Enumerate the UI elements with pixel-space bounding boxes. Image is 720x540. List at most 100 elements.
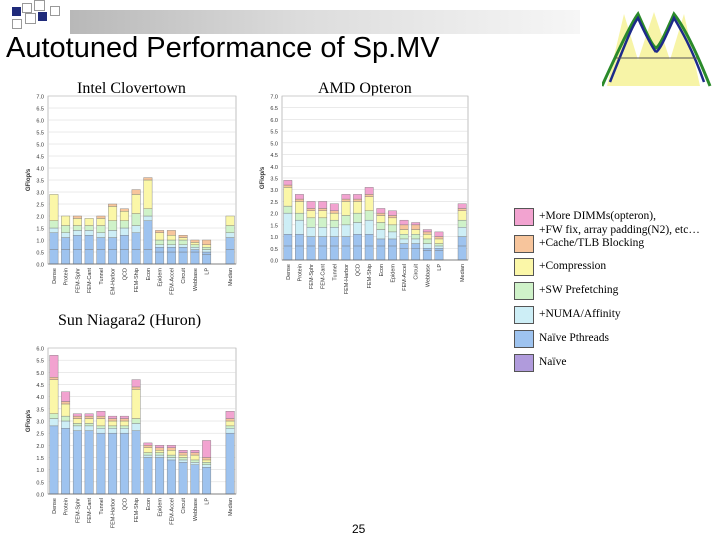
bar-segment: [166, 244, 176, 248]
x-tick-label: Econ: [146, 498, 152, 511]
bar-segment: [329, 245, 339, 261]
bar-segment: [388, 224, 397, 233]
y-axis-label: GFlop/s: [260, 166, 266, 189]
bar-segment: [96, 218, 106, 226]
bar-segment: [434, 231, 444, 237]
bar-segment: [96, 232, 106, 238]
bar-segment: [225, 232, 235, 238]
bar-segment: [318, 226, 328, 237]
bar-segment: [143, 249, 153, 265]
bar-segment: [119, 415, 129, 419]
bar-segment: [376, 222, 386, 230]
bar-segment: [131, 225, 141, 234]
bar-segment: [283, 212, 293, 235]
bar-segment: [61, 403, 71, 417]
bar-segment: [61, 391, 71, 402]
bar-segment: [108, 249, 118, 265]
y-tick-label: 0.0: [270, 259, 278, 265]
legend-swatch: [514, 258, 534, 276]
x-tick-label: Median: [460, 264, 466, 282]
bar-segment: [353, 201, 362, 214]
bar-segment: [178, 237, 188, 241]
bar-segment: [143, 447, 153, 453]
x-tick-label: FEM-Accel: [169, 268, 175, 295]
bar-segment: [190, 249, 200, 253]
bar-segment: [96, 237, 106, 250]
x-tick-label: FEM-Sphr: [75, 268, 81, 293]
bar-segment: [131, 418, 141, 424]
bar-segment: [295, 201, 304, 214]
chart-niagara2: 0.0 0.5 1.0 1.5 2.0 2.5 3.0 3.5 4.0 4.5 5.0 5.5 6.0 G…: [26, 347, 237, 528]
x-tick-label: Circuit: [181, 498, 187, 514]
x-tick-label: FEM-Harbor: [111, 268, 117, 295]
bar-segment: [84, 418, 94, 424]
x-tick-label: FEM-Cant: [87, 268, 93, 294]
bar-segment: [295, 198, 304, 202]
bar-segment: [190, 459, 200, 463]
bar-segment: [166, 234, 176, 241]
bar-segment: [131, 189, 141, 195]
bar-segment: [225, 425, 235, 429]
bar-segment: [364, 187, 374, 195]
bar-segment: [353, 212, 362, 223]
bar-segment: [155, 251, 165, 265]
bar-segment: [155, 457, 165, 495]
x-tick-label: FEM-Ship: [134, 268, 140, 292]
bar-segment: [108, 206, 118, 222]
bar-segment: [84, 225, 94, 231]
bar-segment: [399, 219, 409, 226]
bar-segment: [178, 244, 188, 248]
bar-segment: [225, 225, 235, 234]
x-tick-label: Dense: [52, 268, 58, 284]
x-tick-label: Dense: [286, 264, 292, 280]
bar-segment: [178, 452, 188, 456]
x-tick-label: QCD: [122, 268, 128, 280]
y-axis-label: GFlop/s: [26, 409, 32, 432]
bar-segment: [353, 245, 362, 261]
bar-segment: [422, 231, 432, 235]
bar-segment: [96, 225, 106, 234]
x-tick-label: LP: [205, 268, 211, 275]
bar-segment: [178, 251, 188, 265]
y-tick-label: 4.0: [36, 395, 44, 401]
bar-segment: [364, 234, 374, 247]
bar-segment: [155, 452, 165, 456]
y-tick-label: 5.0: [36, 371, 44, 377]
bar-segment: [84, 230, 94, 236]
bar-segment: [202, 239, 212, 246]
bar-segment: [422, 238, 432, 244]
bar-segment: [178, 239, 188, 246]
bar-segment: [295, 212, 304, 221]
y-tick-label: 1.5: [270, 223, 278, 229]
y-tick-label: 1.0: [36, 468, 44, 474]
bar-segment: [283, 205, 293, 214]
bar-segment: [108, 428, 118, 434]
bar-segment: [225, 432, 235, 495]
bar-segment: [457, 245, 467, 261]
bar-segment: [318, 217, 328, 228]
bar-segment: [119, 428, 129, 434]
bar-segment: [61, 428, 71, 495]
bar-segment: [119, 420, 129, 427]
legend-swatch: [514, 330, 534, 348]
bar-segment: [84, 218, 94, 226]
bar-segment: [143, 442, 153, 446]
bar-segment: [318, 210, 328, 219]
bar-segment: [143, 445, 153, 448]
x-tick-label: Tunnel: [99, 498, 105, 515]
bar-segment: [49, 249, 59, 265]
bar-segment: [49, 379, 59, 414]
bar-segment: [155, 454, 165, 458]
header-gradient-bar: [70, 10, 580, 34]
x-tick-label: Protein: [297, 264, 303, 281]
bar-segment: [353, 234, 362, 247]
y-tick-label: 0.5: [36, 251, 44, 257]
bar-segment: [61, 225, 71, 234]
bar-segment: [190, 449, 200, 453]
bar-segment: [202, 440, 212, 458]
bar-segment: [295, 219, 304, 235]
bar-segment: [72, 423, 82, 427]
x-tick-label: FEM-Ship: [134, 498, 140, 522]
bar-segment: [119, 208, 129, 212]
y-tick-label: 5.5: [36, 359, 44, 365]
